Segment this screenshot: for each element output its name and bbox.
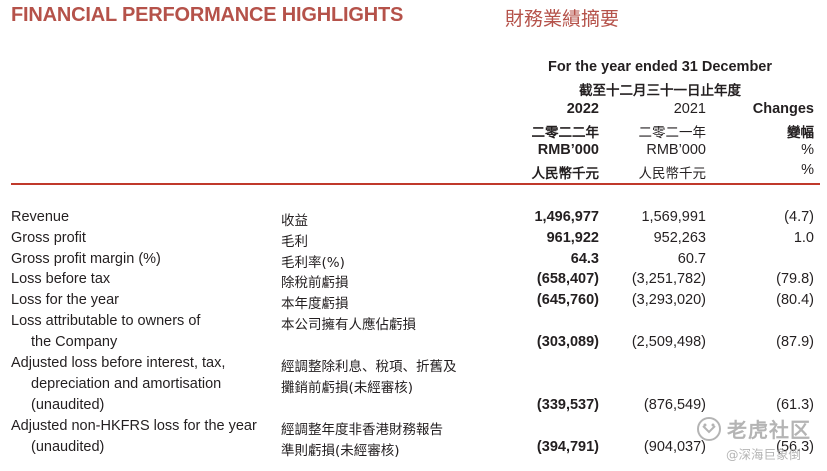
- table-row-loss-before-tax: Loss before tax 除稅前虧損 (658,407) (3,251,7…: [0, 271, 827, 292]
- row-label-en: Gross profit margin (%): [11, 251, 161, 267]
- value-change: (56.3): [776, 439, 814, 455]
- row-label-en: Loss attributable to owners of: [11, 313, 201, 329]
- row-label-zh: 毛利: [281, 234, 308, 250]
- table-row-loss-attributable: Loss attributable to owners of 本公司擁有人應佔虧…: [0, 313, 827, 334]
- row-label-en-continued: the Company: [31, 334, 118, 350]
- row-label-zh: 本公司擁有人應佔虧損: [281, 317, 416, 333]
- value-2021: (2,509,498): [631, 334, 706, 350]
- report-title-zh: 財務業績摘要: [505, 8, 620, 30]
- table-header: For the year ended 31 December 截至十二月三十一日…: [0, 59, 827, 184]
- report-title-en: FINANCIAL PERFORMANCE HIGHLIGHTS: [11, 4, 404, 26]
- value-2021: (904,037): [643, 439, 706, 455]
- row-label-zh: 收益: [281, 213, 308, 229]
- table-row-adjusted-lbitda-cont2: (unaudited) (339,537) (876,549) (61.3): [0, 397, 827, 418]
- value-2021: 60.7: [677, 251, 706, 267]
- row-label-zh-continued: 準則虧損(未經審核): [281, 443, 400, 459]
- row-label-en: Gross profit: [11, 230, 86, 246]
- value-2022: (645,760): [536, 292, 599, 308]
- column-change-label: Changes: [752, 101, 814, 117]
- row-label-en: Loss before tax: [11, 271, 111, 287]
- period-label-zh: 截至十二月三十一日止年度: [579, 83, 741, 99]
- value-2022: 64.3: [570, 251, 599, 267]
- row-label-en-continued: depreciation and amortisation: [31, 376, 222, 392]
- value-2021: 1,569,991: [641, 209, 706, 225]
- column-2021-year-zh: 二零二一年: [638, 125, 707, 141]
- table-row-revenue: Revenue 收益 1,496,977 1,569,991 (4.7): [0, 209, 827, 230]
- column-2022-unit-zh: 人民幣千元: [531, 166, 600, 182]
- value-change: 1.0: [793, 230, 814, 246]
- column-2022-year-zh: 二零二二年: [531, 125, 600, 141]
- column-2021-unit: RMB’000: [646, 142, 706, 158]
- table-row-gross-margin: Gross profit margin (%) 毛利率(%) 64.3 60.7: [0, 251, 827, 272]
- table-row-adjusted-non-hkfrs-cont: (unaudited) 準則虧損(未經審核) (394,791) (904,03…: [0, 439, 827, 460]
- header-divider: [11, 183, 820, 185]
- row-label-zh: 毛利率(%): [281, 255, 345, 271]
- column-2022-year: 2022: [566, 101, 599, 117]
- value-2022: 961,922: [546, 230, 599, 246]
- value-change: (87.9): [776, 334, 814, 350]
- value-change: (80.4): [776, 292, 814, 308]
- table-row-adjusted-lbitda-cont: depreciation and amortisation 攤銷前虧損(未經審核…: [0, 376, 827, 397]
- value-2021: (3,293,020): [631, 292, 706, 308]
- value-2021: (876,549): [643, 397, 706, 413]
- row-label-en: Adjusted non-HKFRS loss for the year: [11, 418, 257, 434]
- value-2021: (3,251,782): [631, 271, 706, 287]
- column-change-label-zh: 變幅: [787, 125, 814, 141]
- value-2022: (339,537): [536, 397, 599, 413]
- row-label-zh: 經調整除利息、稅項、折舊及: [281, 359, 457, 375]
- column-2021-unit-zh: 人民幣千元: [638, 166, 707, 182]
- value-2022: (658,407): [536, 271, 599, 287]
- row-label-en: Adjusted loss before interest, tax,: [11, 355, 226, 371]
- value-change: (79.8): [776, 271, 814, 287]
- row-label-zh: 除稅前虧損: [281, 275, 349, 291]
- period-label-en: For the year ended 31 December: [547, 59, 773, 75]
- table-row-loss-for-year: Loss for the year 本年度虧損 (645,760) (3,293…: [0, 292, 827, 313]
- column-2021-year: 2021: [673, 101, 706, 117]
- table-row-loss-attributable-cont: the Company (303,089) (2,509,498) (87.9): [0, 334, 827, 355]
- row-label-zh-continued: 攤銷前虧損(未經審核): [281, 380, 414, 396]
- table-row-adjusted-lbitda: Adjusted loss before interest, tax, 經調整除…: [0, 355, 827, 376]
- value-change: (4.7): [784, 209, 814, 225]
- table-row-adjusted-non-hkfrs: Adjusted non-HKFRS loss for the year 經調整…: [0, 418, 827, 439]
- row-label-en-continued: (unaudited): [31, 439, 105, 455]
- value-2022: (394,791): [536, 439, 599, 455]
- table-row-gross-profit: Gross profit 毛利 961,922 952,263 1.0: [0, 230, 827, 251]
- row-label-zh: 本年度虧損: [281, 296, 349, 312]
- value-2022: 1,496,977: [534, 209, 599, 225]
- value-2021: 952,263: [653, 230, 706, 246]
- row-label-zh: 經調整年度非香港財務報告: [281, 422, 443, 438]
- row-label-en: Revenue: [11, 209, 70, 225]
- column-change-unit-zh: %: [801, 162, 814, 178]
- column-change-unit: %: [801, 142, 814, 158]
- column-2022-unit: RMB’000: [537, 142, 599, 158]
- row-label-en-continued: (unaudited): [31, 397, 105, 413]
- value-change: (61.3): [776, 397, 814, 413]
- row-label-en: Loss for the year: [11, 292, 119, 308]
- value-2022: (303,089): [536, 334, 599, 350]
